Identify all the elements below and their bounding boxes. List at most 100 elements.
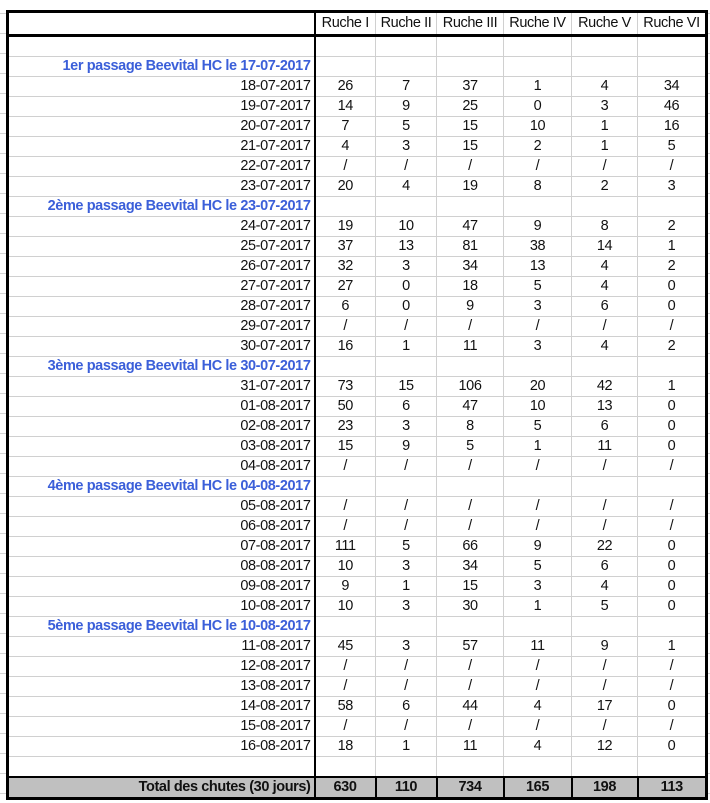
- section-title[interactable]: 5ème passage Beevital HC le 10-08-2017: [7, 616, 316, 637]
- empty-cell[interactable]: [571, 35, 638, 57]
- date-cell[interactable]: 01-08-2017: [7, 396, 316, 417]
- date-cell[interactable]: 21-07-2017: [7, 136, 316, 157]
- value-cell[interactable]: 2: [637, 336, 707, 357]
- empty-cell[interactable]: [571, 196, 638, 217]
- value-cell[interactable]: 6: [571, 416, 638, 437]
- value-cell[interactable]: /: [436, 316, 504, 337]
- value-cell[interactable]: 2: [637, 216, 707, 237]
- value-cell[interactable]: 1: [375, 736, 437, 757]
- date-cell[interactable]: 19-07-2017: [7, 96, 316, 117]
- corner-cell[interactable]: [7, 11, 316, 37]
- value-cell[interactable]: 0: [637, 396, 707, 417]
- date-cell[interactable]: 14-08-2017: [7, 696, 316, 717]
- date-cell[interactable]: 08-08-2017: [7, 556, 316, 577]
- value-cell[interactable]: /: [314, 496, 376, 517]
- column-header-3[interactable]: Ruche III: [436, 11, 504, 37]
- value-cell[interactable]: /: [503, 156, 572, 177]
- empty-cell[interactable]: [503, 476, 572, 497]
- value-cell[interactable]: 37: [314, 236, 376, 257]
- value-cell[interactable]: 16: [637, 116, 707, 137]
- total-value[interactable]: 630: [313, 776, 377, 800]
- value-cell[interactable]: /: [503, 316, 572, 337]
- value-cell[interactable]: 3: [503, 296, 572, 317]
- value-cell[interactable]: /: [571, 316, 638, 337]
- value-cell[interactable]: 9: [375, 436, 437, 457]
- value-cell[interactable]: 1: [503, 436, 572, 457]
- empty-cell[interactable]: [637, 476, 707, 497]
- empty-cell[interactable]: [314, 56, 376, 77]
- value-cell[interactable]: /: [503, 516, 572, 537]
- value-cell[interactable]: /: [637, 496, 707, 517]
- value-cell[interactable]: 1: [637, 376, 707, 397]
- value-cell[interactable]: 25: [436, 96, 504, 117]
- column-header-4[interactable]: Ruche IV: [503, 11, 572, 37]
- value-cell[interactable]: 1: [503, 596, 572, 617]
- value-cell[interactable]: 5: [375, 536, 437, 557]
- value-cell[interactable]: 1: [571, 136, 638, 157]
- value-cell[interactable]: 15: [436, 116, 504, 137]
- empty-cell[interactable]: [314, 756, 376, 778]
- empty-cell[interactable]: [503, 616, 572, 637]
- column-header-5[interactable]: Ruche V: [571, 11, 638, 37]
- value-cell[interactable]: 3: [375, 556, 437, 577]
- date-cell[interactable]: 26-07-2017: [7, 256, 316, 277]
- empty-cell[interactable]: [637, 756, 707, 778]
- value-cell[interactable]: 27: [314, 276, 376, 297]
- value-cell[interactable]: 57: [436, 636, 504, 657]
- value-cell[interactable]: 32: [314, 256, 376, 277]
- value-cell[interactable]: 19: [436, 176, 504, 197]
- date-cell[interactable]: 09-08-2017: [7, 576, 316, 597]
- value-cell[interactable]: 14: [571, 236, 638, 257]
- value-cell[interactable]: 10: [375, 216, 437, 237]
- value-cell[interactable]: 26: [314, 76, 376, 97]
- value-cell[interactable]: 30: [436, 596, 504, 617]
- value-cell[interactable]: 6: [571, 296, 638, 317]
- section-title[interactable]: 2ème passage Beevital HC le 23-07-2017: [7, 196, 316, 217]
- empty-cell[interactable]: [571, 356, 638, 377]
- value-cell[interactable]: 111: [314, 536, 376, 557]
- column-header-1[interactable]: Ruche I: [314, 11, 376, 37]
- value-cell[interactable]: 9: [503, 216, 572, 237]
- value-cell[interactable]: 1: [503, 76, 572, 97]
- value-cell[interactable]: /: [314, 516, 376, 537]
- empty-cell[interactable]: [375, 756, 437, 778]
- empty-cell[interactable]: [375, 56, 437, 77]
- empty-cell[interactable]: [436, 756, 504, 778]
- value-cell[interactable]: 3: [375, 416, 437, 437]
- empty-cell[interactable]: [571, 476, 638, 497]
- value-cell[interactable]: /: [571, 496, 638, 517]
- value-cell[interactable]: 66: [436, 536, 504, 557]
- value-cell[interactable]: 4: [314, 136, 376, 157]
- value-cell[interactable]: 0: [503, 96, 572, 117]
- value-cell[interactable]: 3: [637, 176, 707, 197]
- date-cell[interactable]: 15-08-2017: [7, 716, 316, 737]
- value-cell[interactable]: 0: [637, 736, 707, 757]
- value-cell[interactable]: 10: [503, 396, 572, 417]
- value-cell[interactable]: 45: [314, 636, 376, 657]
- value-cell[interactable]: 4: [503, 736, 572, 757]
- value-cell[interactable]: 2: [571, 176, 638, 197]
- value-cell[interactable]: /: [375, 456, 437, 477]
- value-cell[interactable]: 38: [503, 236, 572, 257]
- value-cell[interactable]: 3: [375, 596, 437, 617]
- value-cell[interactable]: 58: [314, 696, 376, 717]
- empty-cell[interactable]: [571, 616, 638, 637]
- value-cell[interactable]: 0: [637, 556, 707, 577]
- date-cell[interactable]: 22-07-2017: [7, 156, 316, 177]
- value-cell[interactable]: 8: [436, 416, 504, 437]
- value-cell[interactable]: 4: [571, 76, 638, 97]
- date-cell[interactable]: 29-07-2017: [7, 316, 316, 337]
- empty-cell[interactable]: [637, 35, 707, 57]
- value-cell[interactable]: 0: [637, 696, 707, 717]
- value-cell[interactable]: 4: [571, 276, 638, 297]
- date-cell[interactable]: 13-08-2017: [7, 676, 316, 697]
- value-cell[interactable]: /: [314, 316, 376, 337]
- value-cell[interactable]: 16: [314, 336, 376, 357]
- value-cell[interactable]: /: [375, 516, 437, 537]
- total-value[interactable]: 165: [502, 776, 573, 800]
- empty-cell[interactable]: [314, 616, 376, 637]
- date-cell[interactable]: 20-07-2017: [7, 116, 316, 137]
- value-cell[interactable]: /: [637, 156, 707, 177]
- value-cell[interactable]: 1: [637, 236, 707, 257]
- value-cell[interactable]: /: [436, 516, 504, 537]
